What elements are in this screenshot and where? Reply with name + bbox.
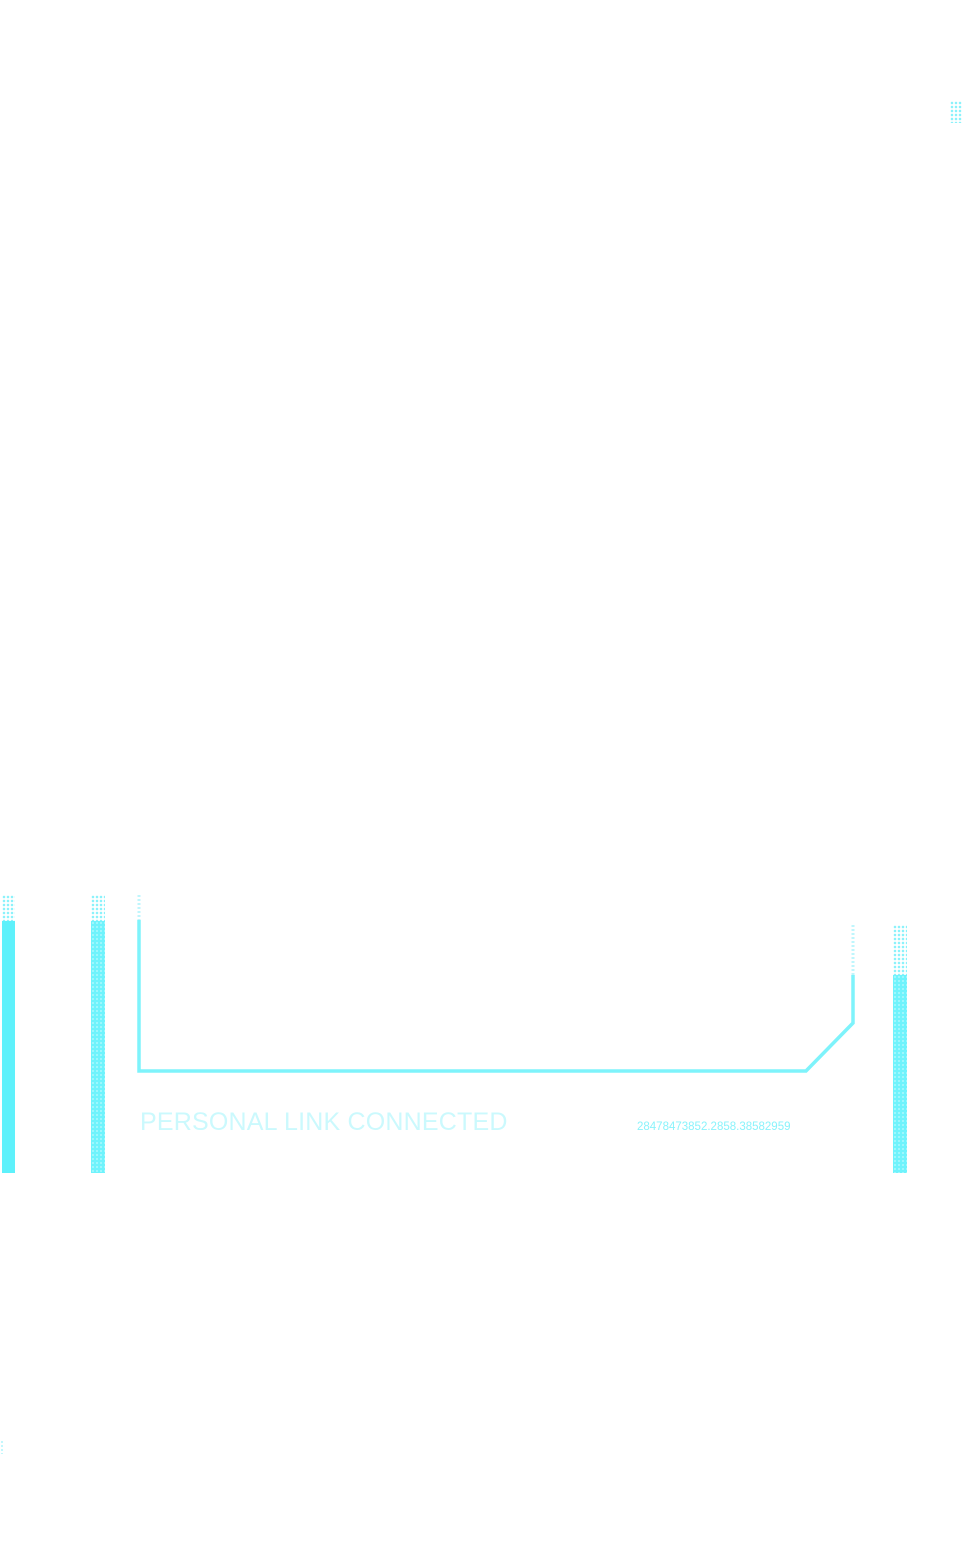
left-outer-bar-cap — [2, 895, 15, 921]
top-right-glitch-marker — [950, 101, 962, 123]
link-id-code: 28478473852.2858.38582959 — [637, 1121, 791, 1133]
right-bar — [893, 975, 907, 1173]
left-outer-bar — [2, 921, 15, 1173]
bottom-left-glitch-marker — [0, 1440, 4, 1454]
right-bar-cap — [893, 925, 907, 975]
left-inner-bar — [91, 921, 105, 1173]
personal-link-status: PERSONAL LINK CONNECTED — [140, 1108, 508, 1136]
left-inner-bar-cap — [91, 895, 105, 921]
